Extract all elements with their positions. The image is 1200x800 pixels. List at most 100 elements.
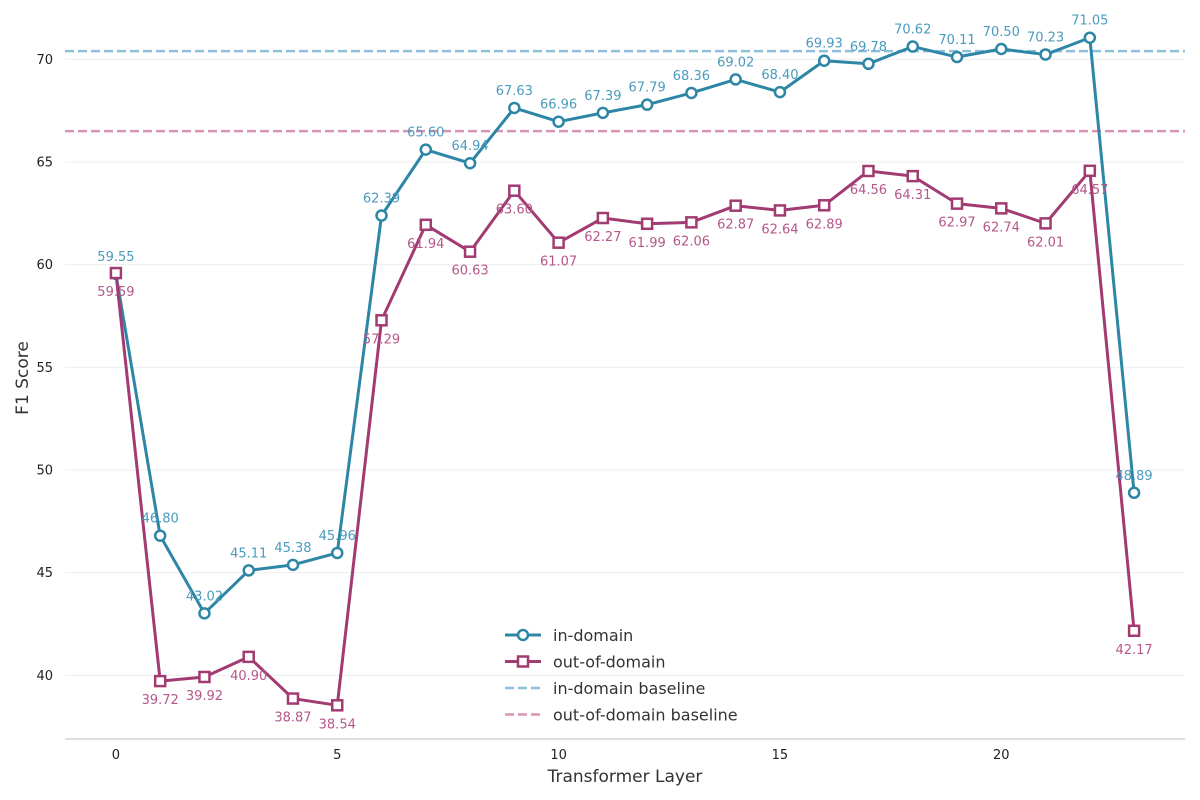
data-label: 67.63 [496, 84, 533, 99]
data-label: 62.97 [938, 216, 975, 231]
data-point [153, 529, 167, 542]
baseline-lines [65, 49, 1185, 133]
data-label: 57.29 [363, 332, 400, 347]
data-label: 68.36 [673, 69, 710, 84]
data-point [950, 197, 964, 210]
data-label: 39.92 [186, 689, 223, 704]
y-axis-title: F1 Score [13, 341, 33, 415]
data-point [419, 218, 433, 232]
data-point [331, 699, 344, 712]
data-point [995, 42, 1008, 56]
data-point [375, 314, 388, 327]
y-tick-label: 45 [36, 566, 53, 581]
data-label: 65.60 [407, 126, 444, 141]
legend-label: out-of-domain baseline [553, 706, 738, 725]
data-point [729, 199, 742, 212]
data-label: 38.54 [319, 717, 356, 732]
legend: in-domain out-of-domain in-domain baseline… [505, 626, 738, 725]
data-label: 45.11 [230, 546, 267, 561]
data-series [109, 31, 1141, 712]
data-point [773, 204, 787, 217]
legend-marker [516, 655, 530, 668]
data-label: 62.87 [717, 218, 754, 233]
data-label: 62.64 [761, 222, 798, 237]
data-label: 68.40 [761, 68, 798, 83]
x-tick-labels: 0 5 10 15 20 [112, 748, 1010, 763]
data-point [463, 156, 477, 170]
x-tick-label: 15 [772, 748, 789, 763]
data-label: 67.39 [584, 89, 621, 104]
x-axis-title: Transformer Layer [547, 767, 703, 787]
data-label: 69.78 [850, 40, 887, 55]
data-point [198, 670, 211, 684]
data-point [817, 54, 831, 67]
data-point [995, 202, 1008, 215]
data-point [153, 674, 167, 688]
legend-label: in-domain [553, 626, 633, 645]
data-label: 46.80 [142, 512, 179, 527]
data-label: 61.99 [629, 236, 666, 251]
data-point [242, 650, 255, 664]
data-point [685, 86, 698, 100]
y-tick-label: 40 [36, 669, 53, 684]
data-label: 42.17 [1115, 643, 1152, 658]
data-point [552, 115, 565, 128]
data-point [596, 211, 610, 225]
data-label: 61.07 [540, 255, 577, 270]
data-label: 64.94 [451, 139, 488, 154]
data-point [1127, 624, 1141, 638]
data-point [331, 546, 344, 560]
grid-lines [65, 58, 1185, 676]
y-tick-label: 60 [36, 258, 53, 273]
data-label: 64.57 [1071, 183, 1108, 198]
data-point [950, 50, 964, 64]
data-label: 64.56 [850, 183, 887, 198]
data-label: 69.93 [806, 37, 843, 52]
x-tick-label: 0 [112, 748, 120, 763]
data-label: 69.02 [717, 55, 754, 70]
data-point [906, 169, 919, 183]
x-tick-label: 20 [993, 748, 1010, 763]
data-label: 70.23 [1027, 31, 1064, 46]
data-label: 62.27 [584, 230, 621, 245]
data-label: 61.94 [407, 237, 444, 252]
data-label: 39.72 [142, 693, 179, 708]
data-point [1039, 48, 1052, 61]
data-label: 60.63 [451, 264, 488, 279]
data-point [375, 209, 388, 222]
data-point [862, 57, 875, 71]
data-point [640, 98, 654, 111]
series-line [114, 36, 1136, 615]
data-label: 43.02 [186, 589, 223, 604]
data-label: 62.39 [363, 192, 400, 207]
data-point [109, 266, 123, 280]
data-point [817, 199, 831, 212]
data-labels: 59.55 46.80 43.02 45.11 45.38 45.96 62.39 65.60… [97, 14, 1152, 733]
data-point [729, 73, 742, 86]
data-point [508, 184, 521, 197]
legend-label: in-domain baseline [553, 679, 705, 698]
data-point [419, 143, 433, 156]
data-point [508, 101, 521, 115]
x-tick-label: 5 [333, 748, 341, 763]
data-label: 70.62 [894, 23, 931, 38]
data-label: 40.90 [230, 669, 267, 684]
data-label: 71.05 [1071, 14, 1108, 29]
y-tick-label: 55 [36, 361, 53, 376]
data-label: 62.89 [806, 217, 843, 232]
data-label: 62.01 [1027, 235, 1064, 250]
data-label: 70.11 [938, 33, 975, 48]
data-label: 59.55 [97, 250, 134, 265]
data-point [198, 607, 211, 620]
data-point [286, 692, 300, 705]
data-label: 45.96 [319, 529, 356, 544]
data-label: 62.06 [673, 234, 710, 249]
data-label: 59.59 [97, 285, 134, 300]
y-tick-label: 70 [36, 53, 53, 68]
data-label: 38.87 [274, 711, 311, 726]
data-point [463, 245, 477, 258]
data-point [1127, 486, 1141, 500]
data-point [862, 164, 875, 178]
data-label: 66.96 [540, 98, 577, 113]
